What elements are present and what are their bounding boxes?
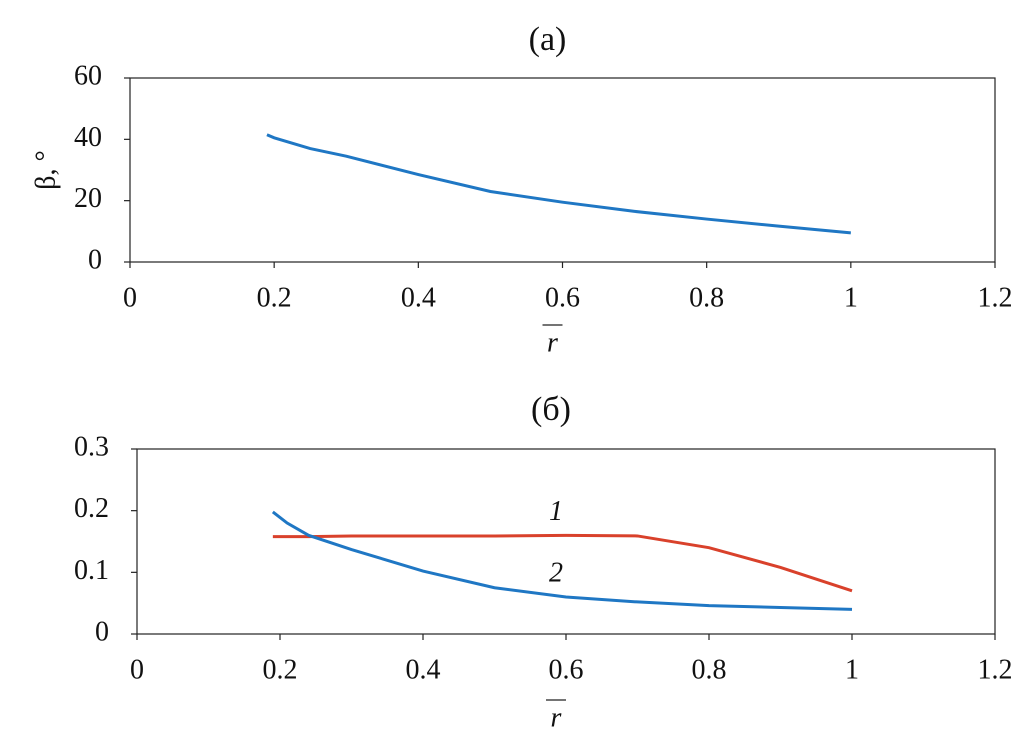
y-tick-label: 20	[74, 183, 102, 214]
y-tick-label: 40	[74, 122, 102, 153]
x-tick-label: 0.2	[263, 654, 298, 685]
y-tick-label: 0	[95, 616, 109, 647]
x-tick-label: 1	[844, 282, 858, 313]
y-tick-label: 0.1	[74, 555, 109, 586]
series-label: 1	[549, 496, 563, 527]
x-axis-label: r	[547, 327, 558, 358]
plot-frame	[129, 77, 996, 263]
x-tick-label: 1	[845, 654, 859, 685]
data-line	[272, 533, 853, 593]
data-line	[271, 510, 853, 611]
y-tick-label: 0.2	[74, 493, 109, 524]
x-tick-label: 0	[123, 282, 137, 313]
x-axis-label: r	[551, 702, 562, 733]
data-line	[266, 133, 851, 235]
chart-title: (б)	[531, 391, 571, 428]
x-tick-label: 1.2	[978, 282, 1013, 313]
x-tick-label: 0.6	[545, 282, 580, 313]
x-tick-label: 1.2	[978, 654, 1013, 685]
y-axis-label: β, °	[30, 150, 61, 189]
x-tick-label: 0.4	[401, 282, 436, 313]
x-tick-label: 0.2	[257, 282, 292, 313]
series-label: 2	[549, 557, 563, 588]
y-tick-label: 60	[74, 60, 102, 91]
x-tick-label: 0.6	[549, 654, 584, 685]
x-tick-label: 0.8	[692, 654, 727, 685]
y-tick-label: 0	[88, 244, 102, 275]
x-tick-label: 0.8	[689, 282, 724, 313]
chart-title: (а)	[529, 21, 567, 58]
plot-frame	[136, 448, 996, 635]
x-tick-label: 0	[130, 654, 144, 685]
x-tick-label: 0.4	[406, 654, 441, 685]
y-tick-label: 0.3	[74, 431, 109, 462]
